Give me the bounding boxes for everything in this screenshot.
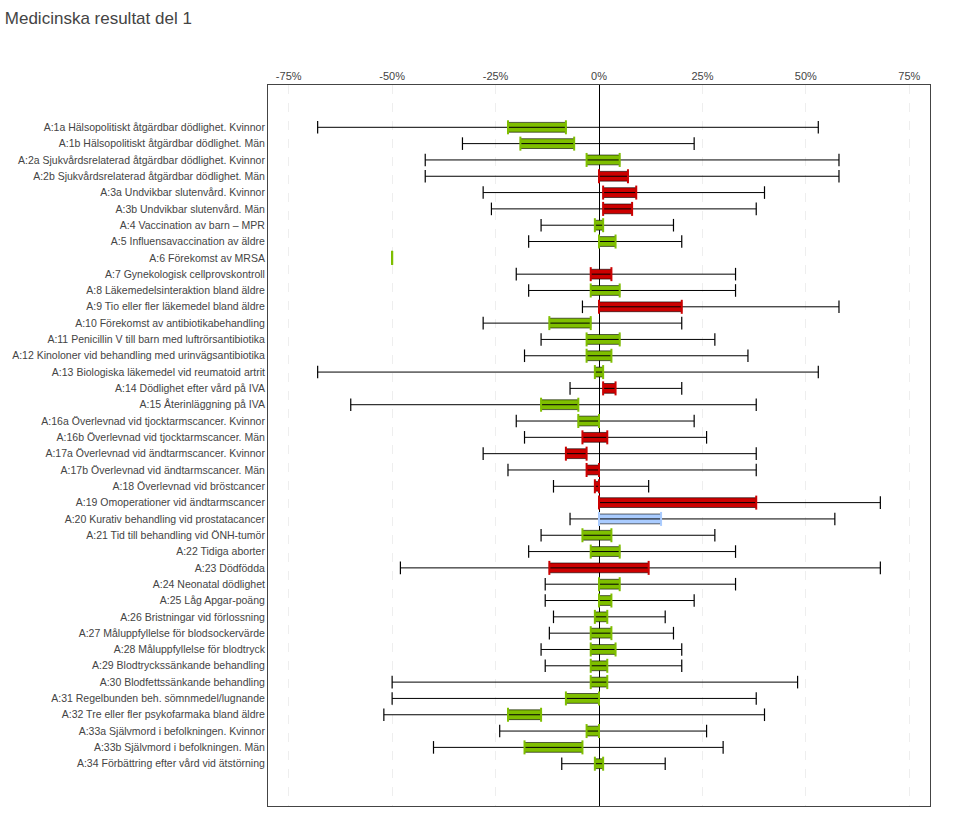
svg-text:A:21 Tid till behandling vid Ö: A:21 Tid till behandling vid ÖNH-tumör [86,529,265,541]
svg-text:A:23 Dödfödda: A:23 Dödfödda [195,562,265,574]
svg-text:-25%: -25% [483,70,509,82]
svg-text:A:3a Undvikbar slutenvård. Kvi: A:3a Undvikbar slutenvård. Kvinnor [100,186,265,198]
svg-text:A:3b Undvikbar slutenvård. Män: A:3b Undvikbar slutenvård. Män [115,203,265,215]
svg-text:A:30 Blodfettssänkande behandl: A:30 Blodfettssänkande behandling [100,676,265,688]
svg-text:A:10 Förekomst av antibiotikab: A:10 Förekomst av antibiotikabehandling [75,317,265,329]
svg-text:A:31 Regelbunden beh. sömnmede: A:31 Regelbunden beh. sömnmedel/lugnande [51,692,265,704]
svg-text:A:5 Influensavaccination av äl: A:5 Influensavaccination av äldre [111,235,265,247]
svg-text:75%: 75% [898,70,920,82]
svg-text:A:33b Självmord i befolkningen: A:33b Självmord i befolkningen. Män [94,741,265,753]
svg-text:A:25 Låg Apgar-poäng: A:25 Låg Apgar-poäng [160,594,265,606]
svg-text:A:19 Omoperationer vid ändtarm: A:19 Omoperationer vid ändtarmscancer [76,496,266,508]
svg-text:A:2a Sjukvårdsrelaterad åtgärd: A:2a Sjukvårdsrelaterad åtgärdbar dödlig… [18,154,265,166]
svg-text:A:16b Överlevnad vid tjocktarm: A:16b Överlevnad vid tjocktarmscancer. M… [57,431,266,443]
svg-text:A:13 Biologiska läkemedel vid: A:13 Biologiska läkemedel vid reumatoid … [52,366,265,378]
svg-text:A:12 Kinoloner vid behandling: A:12 Kinoloner vid behandling med urinvä… [12,349,265,361]
svg-text:-50%: -50% [379,70,405,82]
svg-text:Medicinska resultat del 1: Medicinska resultat del 1 [5,9,192,28]
svg-text:A:4 Vaccination av barn – MPR: A:4 Vaccination av barn – MPR [120,219,266,231]
svg-text:A:11 Penicillin V till barn me: A:11 Penicillin V till barn med luftrörs… [47,333,265,345]
svg-text:A:17b Överlevnad vid ändtarmsc: A:17b Överlevnad vid ändtarmscancer. Män [61,464,265,476]
svg-text:A:33a Självmord i befolkningen: A:33a Självmord i befolkningen. Kvinnor [79,725,266,737]
svg-text:50%: 50% [795,70,817,82]
svg-text:A:32 Tre eller fler psykofarma: A:32 Tre eller fler psykofarmaka bland ä… [62,708,265,720]
svg-text:A:26 Bristningar vid förlossni: A:26 Bristningar vid förlossning [120,611,265,623]
svg-text:A:22 Tidiga aborter: A:22 Tidiga aborter [176,545,265,557]
svg-text:A:18 Överlevnad vid bröstcance: A:18 Överlevnad vid bröstcancer [113,480,266,492]
svg-text:A:16a Överlevnad vid tjocktarm: A:16a Överlevnad vid tjocktarmscancer. K… [41,415,265,427]
svg-text:A:8 Läkemedelsinteraktion blan: A:8 Läkemedelsinteraktion bland äldre [86,284,265,296]
svg-text:A:17a Överlevnad vid ändtarmsc: A:17a Överlevnad vid ändtarmscancer. Kvi… [45,447,265,459]
svg-text:A:15 Återinläggning på IVA: A:15 Återinläggning på IVA [140,398,265,410]
svg-text:A:34 Förbättring efter vård vi: A:34 Förbättring efter vård vid ätstörni… [77,757,265,769]
svg-text:0%: 0% [591,70,607,82]
svg-text:A:27 Måluppfyllelse för blodso: A:27 Måluppfyllelse för blodsockervärde [79,627,265,639]
svg-text:A:24 Neonatal dödlighet: A:24 Neonatal dödlighet [153,578,265,590]
svg-text:A:1a Hälsopolitiskt åtgärdbar: A:1a Hälsopolitiskt åtgärdbar dödlighet.… [44,121,266,133]
svg-text:A:20 Kurativ behandling vid pr: A:20 Kurativ behandling vid prostatacanc… [65,513,266,525]
svg-text:A:9 Tio eller fler läkemedel b: A:9 Tio eller fler läkemedel bland äldre [86,300,265,312]
svg-text:A:14 Dödlighet efter vård på I: A:14 Dödlighet efter vård på IVA [115,382,265,394]
svg-text:A:6 Förekomst av MRSA: A:6 Förekomst av MRSA [149,252,265,264]
svg-text:A:1b Hälsopolitiskt åtgärdbar: A:1b Hälsopolitiskt åtgärdbar dödlighet.… [59,137,265,149]
svg-text:-75%: -75% [276,70,302,82]
svg-text:A:29 Blodtryckssänkande behand: A:29 Blodtryckssänkande behandling [92,659,265,671]
svg-text:A:2b Sjukvårdsrelaterad åtgärd: A:2b Sjukvårdsrelaterad åtgärdbar dödlig… [33,170,265,182]
svg-text:25%: 25% [691,70,713,82]
svg-text:A:7 Gynekologisk cellprovskont: A:7 Gynekologisk cellprovskontroll [105,268,265,280]
svg-text:A:28 Måluppfyllelse för blodtr: A:28 Måluppfyllelse för blodtryck [114,643,266,655]
